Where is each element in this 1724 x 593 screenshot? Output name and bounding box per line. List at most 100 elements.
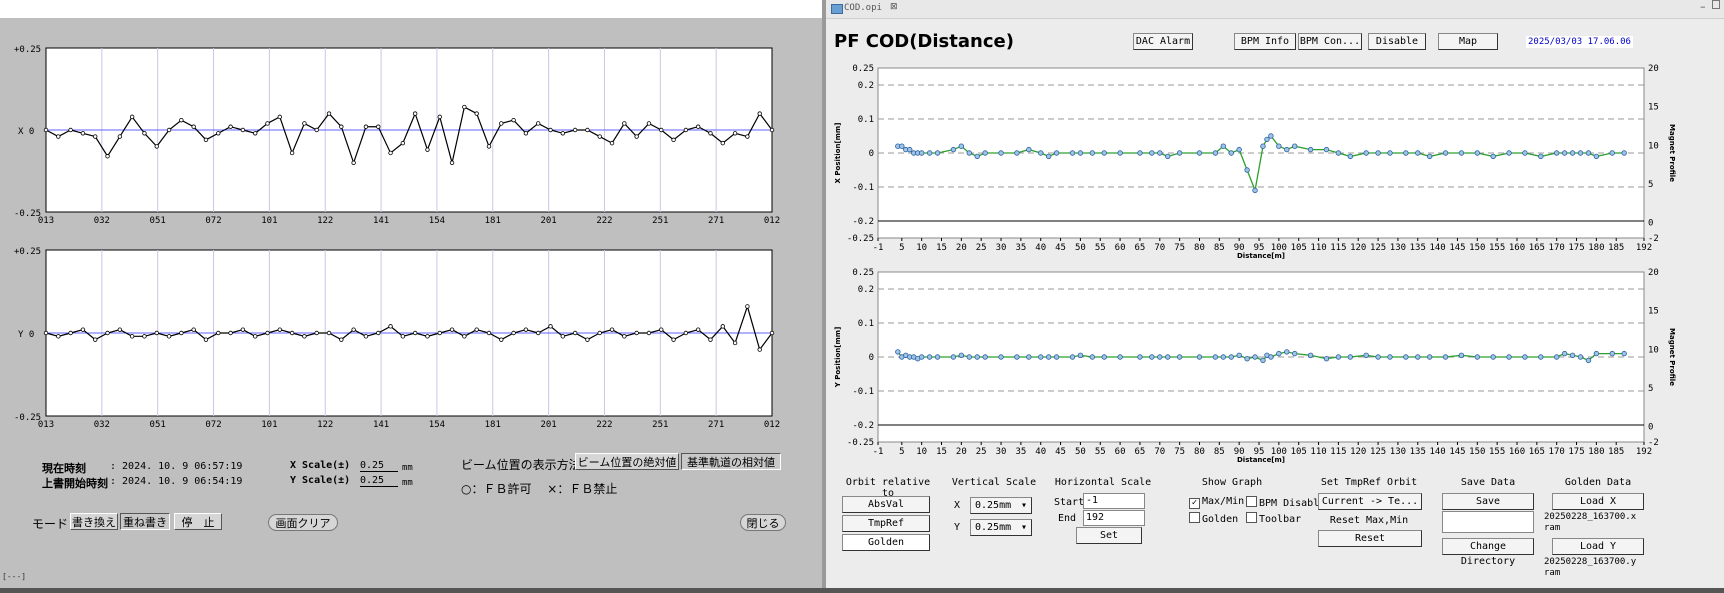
tab-close-icon[interactable]: ⊠ (890, 2, 898, 12)
x-cod-point (1585, 150, 1592, 156)
x-yleft-tick: -0.25 (847, 234, 874, 244)
y-orbit-point (339, 337, 344, 342)
x-tick-label: 032 (94, 216, 110, 226)
map-button[interactable]: Map (1438, 33, 1498, 50)
y-orbit-point (536, 330, 541, 336)
x-xtick-label: 50 (1075, 243, 1086, 253)
x-cod-point (958, 143, 965, 149)
x-cod-point (1561, 150, 1568, 156)
x-xtick-label: 115 (1330, 243, 1346, 253)
bpm-con-button[interactable]: BPM Con... (1298, 33, 1362, 50)
x-tick-label: 122 (317, 216, 333, 226)
y-scale-label: Y Scale(±) (290, 475, 351, 486)
x-xaxis-title: Distance[m] (1237, 252, 1285, 260)
maxmin-checkbox[interactable]: ✓ Max/Min (1189, 496, 1244, 509)
y-xtick-label: 20 (956, 447, 967, 457)
toolbar-checkbox[interactable]: Toolbar (1246, 512, 1301, 525)
y-orbit-point (769, 330, 775, 336)
x-tick-label: 181 (485, 216, 501, 226)
x-xtick-label: 5 (899, 243, 904, 253)
x-xtick-label: 25 (976, 243, 987, 253)
y-orbit-point (191, 327, 196, 332)
vs-y-select[interactable]: 0.25mm ▾ (970, 519, 1032, 536)
golden-button[interactable]: Golden (842, 534, 930, 551)
close-button[interactable]: 閉じる (740, 514, 786, 531)
load-y-button[interactable]: Load Y (1552, 538, 1644, 555)
y-cod-point (1522, 354, 1528, 360)
x-xtick-label: 30 (996, 243, 1007, 253)
y-cod-point (1621, 350, 1627, 357)
bpm-info-button[interactable]: BPM Info (1234, 33, 1296, 50)
x-orbit-point (339, 124, 344, 129)
save-path-field[interactable] (1442, 511, 1534, 533)
y-cod-point (1323, 356, 1330, 362)
panel-divider (822, 0, 826, 593)
start-label: Start (1054, 497, 1085, 508)
x-orbit-point (548, 127, 553, 133)
x-scale-unit: mm (402, 463, 413, 473)
change-directory-button[interactable]: Change Directory (1442, 538, 1534, 567)
clear-screen-button[interactable]: 画面クリア (268, 514, 338, 531)
page-title: PF COD(Distance) (834, 31, 1014, 52)
start-input[interactable]: -1 (1083, 493, 1145, 509)
chevron-down-icon: ▾ (1020, 500, 1027, 511)
dac-alarm-button[interactable]: DAC Alarm (1133, 33, 1193, 50)
x-orbit-point (646, 121, 652, 126)
y-xtick-label: 175 (1568, 447, 1584, 457)
reset-button[interactable]: Reset (1318, 530, 1422, 547)
minimize-icon[interactable]: – (1700, 0, 1706, 13)
x-cod-point (998, 150, 1004, 156)
end-input[interactable]: 192 (1083, 510, 1145, 526)
x-orbit-point (105, 154, 110, 159)
y-cod-point (1292, 350, 1298, 357)
y-xtick-label: 35 (1015, 447, 1026, 457)
maximize-icon[interactable] (1712, 0, 1720, 9)
bpm-disable-checkbox[interactable]: BPM Disable (1246, 496, 1325, 509)
y-xtick-label: 25 (976, 447, 987, 457)
x-orbit-point (695, 124, 701, 129)
tmpref-button[interactable]: TmpRef (842, 515, 930, 532)
x-orbit-point (499, 121, 504, 126)
disable-button[interactable]: Disable (1368, 33, 1426, 50)
x-scale-field[interactable]: 0.25 (360, 460, 398, 472)
overwrite-button[interactable]: 重ね書き (120, 513, 170, 530)
golden-checkbox[interactable]: Golden (1189, 512, 1238, 525)
x-cod-point (1593, 153, 1600, 160)
y-cod-point (950, 354, 957, 360)
y-orbit-point (462, 334, 467, 339)
x-xtick-label: 55 (1095, 243, 1106, 253)
y-cod-point (1387, 354, 1393, 360)
y-scale-field[interactable]: 0.25 (360, 475, 398, 487)
y-cod-point (1569, 352, 1576, 358)
editor-tab-bar: COD.opi ⊠ – (826, 0, 1724, 19)
end-label: End (1058, 513, 1077, 524)
x-orbit-point (572, 127, 578, 133)
status-bar (0, 588, 1724, 593)
y-orbit-point (351, 327, 356, 332)
y-yleft-tick: 0.2 (858, 285, 874, 295)
rewrite-button[interactable]: 書き換え (70, 513, 118, 530)
load-x-file: 20250228_163700.x (1544, 512, 1637, 522)
x-orbit-point (634, 134, 639, 139)
absval-button[interactable]: AbsVal (842, 496, 930, 513)
save-button[interactable]: Save (1442, 493, 1534, 510)
y-orbit-point (720, 324, 725, 329)
x-ytop-label: +0.25 (14, 45, 41, 55)
x-tick-label: 201 (540, 216, 556, 226)
y-cod-point (1212, 354, 1219, 360)
y-tick-label: 051 (150, 420, 166, 430)
x-xtick-label: 10 (916, 243, 927, 253)
current-to-tmpref-button[interactable]: Current -> Te... (1318, 493, 1422, 510)
x-yleft-tick: 0 (869, 149, 874, 159)
x-orbit-point (425, 147, 430, 152)
stop-button[interactable]: 停 止 (174, 513, 222, 530)
absolute-position-button[interactable]: ビーム位置の絶対値 (575, 453, 679, 470)
y-xtick-label: 90 (1234, 447, 1245, 457)
set-button[interactable]: Set (1076, 527, 1142, 544)
y-cod-point (1609, 350, 1615, 357)
tab-title[interactable]: COD.opi (844, 3, 882, 13)
vs-x-select[interactable]: 0.25mm ▾ (970, 497, 1032, 514)
x-cod-point (1284, 146, 1290, 153)
relative-orbit-button[interactable]: 基準軌道の相対値 (681, 453, 781, 470)
load-x-button[interactable]: Load X (1552, 493, 1644, 510)
